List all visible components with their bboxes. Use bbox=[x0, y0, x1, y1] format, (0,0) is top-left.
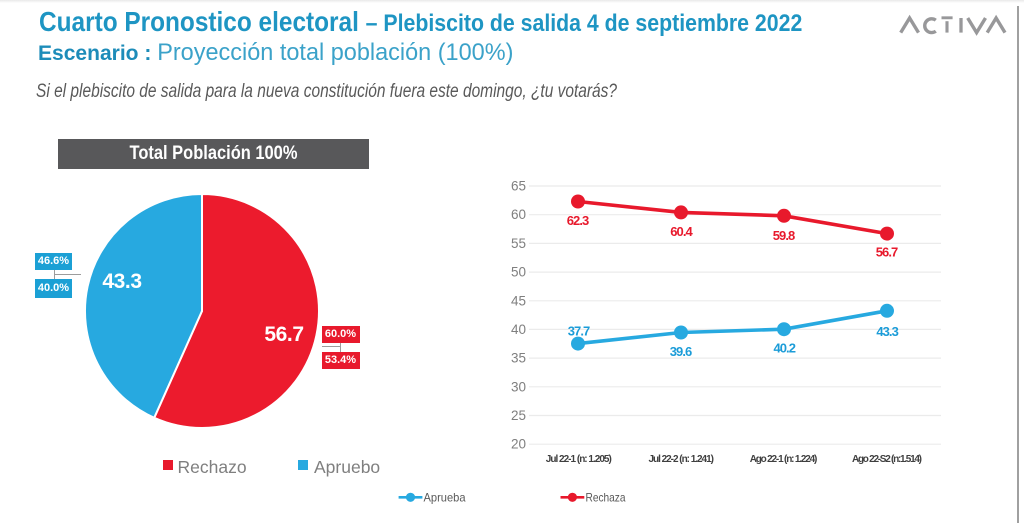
svg-text:43.3: 43.3 bbox=[876, 324, 899, 339]
svg-text:20: 20 bbox=[511, 437, 526, 452]
svg-text:62.3: 62.3 bbox=[567, 213, 590, 228]
svg-text:Jul 22-1 (n: 1.205): Jul 22-1 (n: 1.205) bbox=[546, 454, 612, 465]
svg-text:40: 40 bbox=[511, 322, 526, 337]
svg-text:50: 50 bbox=[511, 265, 526, 280]
svg-text:25: 25 bbox=[511, 408, 526, 423]
svg-text:37.7: 37.7 bbox=[568, 324, 591, 339]
svg-text:59.8: 59.8 bbox=[773, 228, 796, 243]
svg-text:45: 45 bbox=[511, 293, 526, 308]
svg-text:Ago 22-S2 (n:1.514): Ago 22-S2 (n:1.514) bbox=[852, 454, 922, 465]
svg-text:39.6: 39.6 bbox=[670, 344, 693, 359]
svg-text:30: 30 bbox=[511, 379, 526, 394]
svg-text:60: 60 bbox=[511, 207, 526, 222]
svg-text:Aprueba: Aprueba bbox=[424, 491, 466, 505]
svg-text:56.7: 56.7 bbox=[876, 244, 899, 259]
svg-text:Rechaza: Rechaza bbox=[586, 491, 626, 505]
svg-text:55: 55 bbox=[511, 236, 526, 251]
svg-text:40.2: 40.2 bbox=[773, 341, 796, 356]
svg-text:65: 65 bbox=[511, 179, 526, 194]
svg-text:60.4: 60.4 bbox=[670, 224, 693, 239]
svg-text:35: 35 bbox=[511, 351, 526, 366]
svg-text:Jul 22-2 (n: 1.241): Jul 22-2 (n: 1.241) bbox=[648, 454, 714, 465]
svg-text:Ago 22-1 (n: 1.224): Ago 22-1 (n: 1.224) bbox=[750, 454, 818, 465]
